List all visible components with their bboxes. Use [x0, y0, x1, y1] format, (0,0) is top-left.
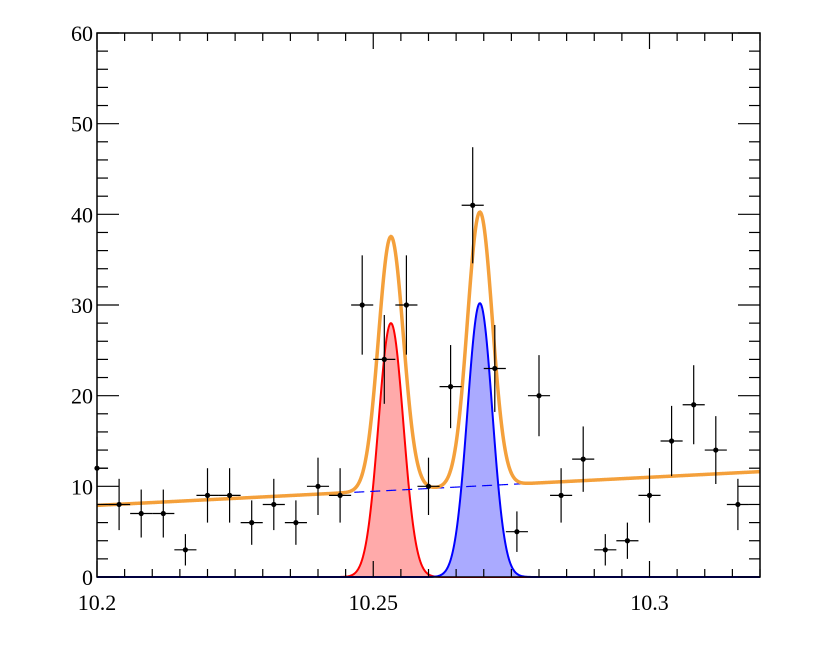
point-marker [602, 547, 608, 553]
point-marker [425, 483, 432, 489]
data-point [726, 478, 749, 531]
y-tick-label: 40 [71, 202, 93, 227]
data-point [108, 478, 131, 531]
peak2-component [97, 302, 760, 578]
data-point [616, 522, 639, 559]
point-marker [116, 501, 122, 508]
data-point [130, 489, 153, 538]
point-marker [669, 438, 675, 444]
point-marker [138, 510, 144, 517]
point-marker [337, 492, 343, 498]
data-point [660, 405, 683, 477]
axis-ticks [96, 32, 761, 578]
point-marker [646, 492, 653, 498]
point-marker [293, 520, 299, 526]
point-marker [271, 501, 277, 508]
point-marker [315, 483, 321, 489]
point-marker [624, 538, 631, 544]
peak2-curve [97, 302, 760, 578]
data-point [373, 314, 396, 404]
point-marker [359, 302, 365, 308]
data-point [682, 365, 705, 445]
y-tick-label: 20 [71, 384, 93, 409]
data-point [572, 426, 595, 492]
point-marker [249, 520, 255, 526]
point-marker [713, 447, 719, 453]
peak1-curve [97, 321, 760, 578]
data-point [704, 416, 727, 484]
data-point [284, 500, 307, 545]
peak2-fill-area [97, 303, 760, 577]
point-marker [558, 492, 564, 498]
data-point [550, 468, 573, 523]
point-marker [492, 365, 498, 372]
peak1-fill-area [97, 323, 760, 577]
data-points [94, 147, 749, 566]
data-point [351, 255, 374, 355]
peak1-component [97, 321, 760, 578]
x-tick-label: 10.3 [630, 590, 669, 615]
y-tick-label: 50 [71, 112, 93, 137]
point-marker [691, 402, 697, 408]
data-point [306, 457, 330, 516]
y-tick-label: 30 [71, 293, 93, 318]
point-marker [580, 456, 586, 462]
point-marker [470, 202, 476, 208]
y-tick-label: 0 [82, 565, 93, 590]
data-point [196, 468, 219, 523]
data-point [218, 468, 241, 523]
data-point [527, 355, 551, 437]
data-point [240, 500, 263, 545]
point-marker [536, 393, 542, 399]
data-point [152, 489, 175, 538]
data-point [461, 147, 484, 264]
x-tick-label: 10.25 [349, 590, 399, 615]
point-marker [735, 501, 741, 508]
point-marker [514, 529, 520, 535]
point-marker [182, 547, 188, 553]
y-tick-label: 10 [71, 474, 93, 499]
x-tick-label: 10.2 [78, 590, 117, 615]
point-marker [204, 492, 211, 498]
y-tick-labels: 0 10 20 30 40 50 60 [71, 21, 93, 590]
point-marker [448, 384, 454, 390]
point-marker [381, 356, 387, 362]
data-point [483, 324, 506, 412]
data-point [395, 255, 418, 355]
point-marker [227, 492, 233, 498]
data-point [329, 468, 352, 523]
data-point [505, 511, 528, 552]
data-point [638, 468, 661, 523]
y-tick-label: 60 [71, 21, 93, 46]
x-tick-labels: 10.2 10.25 10.3 [78, 590, 669, 615]
data-point [417, 457, 440, 516]
point-marker [160, 510, 166, 517]
data-point [439, 345, 462, 429]
point-marker [403, 302, 409, 308]
data-point [174, 534, 197, 566]
data-point [594, 534, 617, 566]
data-point [262, 478, 285, 531]
